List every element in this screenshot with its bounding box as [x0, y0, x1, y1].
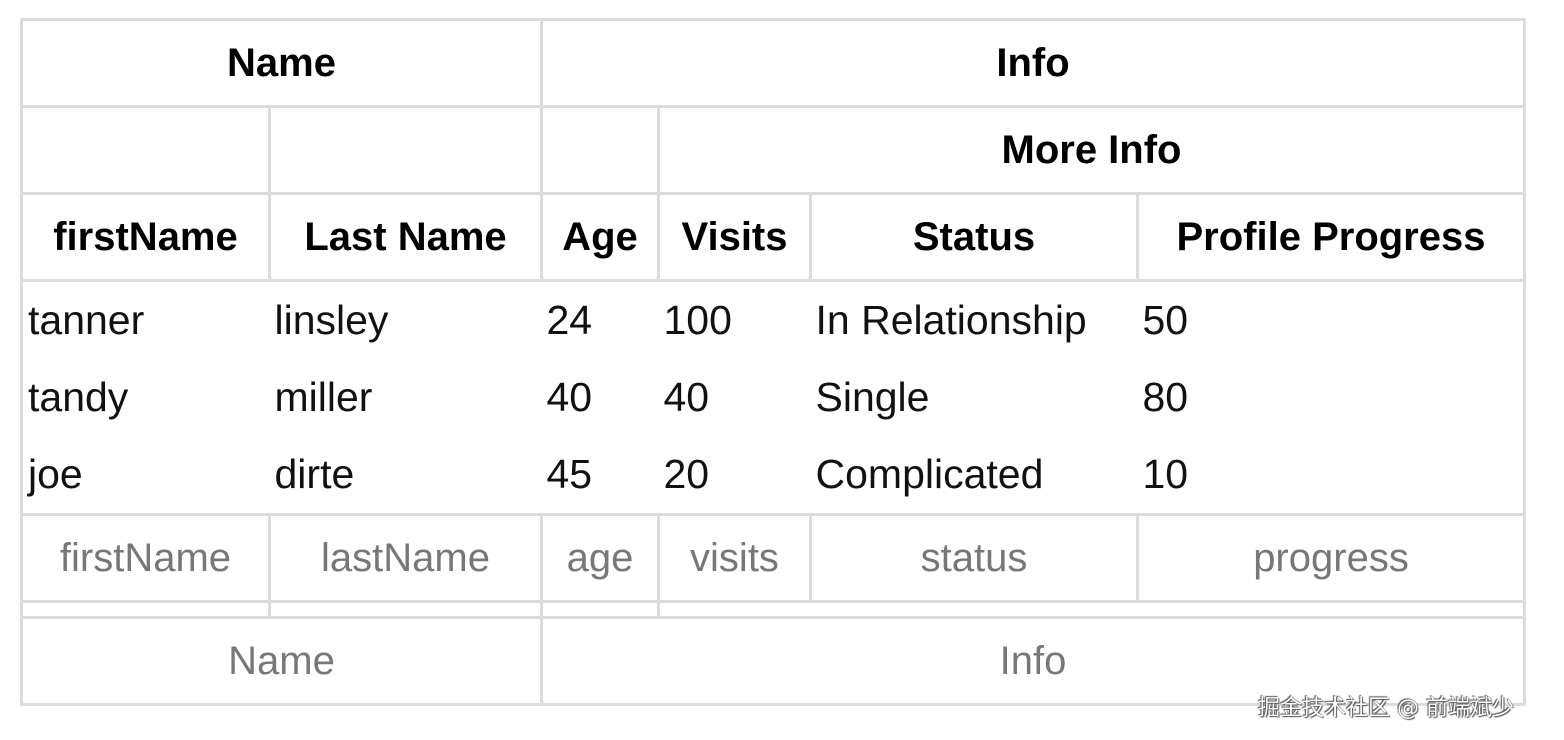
header-placeholder: [20, 105, 271, 195]
cell-age: 40: [546, 374, 593, 420]
cell-progress: 10: [1137, 436, 1526, 515]
table-row: tanner linsley 24 100 In Relationship 50: [20, 279, 1526, 359]
header-column-row: firstName Last Name Age Visits Status Pr…: [20, 192, 1526, 282]
header-placeholder: [268, 105, 543, 195]
footer-progress: progress: [1136, 513, 1526, 603]
footer-placeholder: [20, 600, 271, 619]
cell-age: 24: [541, 279, 659, 359]
cell-visits: 20: [663, 451, 710, 497]
cell-progress: 80: [1137, 359, 1526, 436]
cell-status: Complicated: [815, 451, 1044, 497]
column-header-firstname[interactable]: firstName: [20, 192, 271, 282]
header-more-info-group: More Info: [657, 105, 1526, 195]
cell-firstname: tandy: [20, 359, 270, 436]
column-header-lastname[interactable]: Last Name: [268, 192, 543, 282]
footer-subgroup-row: [20, 600, 1526, 619]
header-subgroup-row: More Info: [20, 105, 1526, 195]
cell-progress: 50: [1137, 279, 1526, 359]
footer-firstname: firstName: [20, 513, 271, 603]
footer-column-row: firstName lastName age visits status pro…: [20, 513, 1526, 603]
cell-age: 45: [546, 451, 593, 497]
footer-age: age: [540, 513, 660, 603]
cell-firstname: tanner: [20, 279, 270, 359]
footer-group-row: Name Info: [20, 616, 1526, 706]
footer-visits: visits: [657, 513, 812, 603]
table-row: joe dirte 45 20 Complicated 10: [20, 436, 1526, 515]
data-table: Name Info More Info firstName Last Name …: [20, 18, 1526, 706]
column-header-progress[interactable]: Profile Progress: [1136, 192, 1526, 282]
header-group-row: Name Info: [20, 18, 1526, 108]
cell-lastname: linsley: [269, 279, 542, 359]
column-header-visits[interactable]: Visits: [657, 192, 812, 282]
column-header-age[interactable]: Age: [540, 192, 660, 282]
cell-visits: 40: [663, 374, 710, 420]
footer-status: status: [809, 513, 1139, 603]
column-header-status[interactable]: Status: [809, 192, 1139, 282]
footer-more-info-group: [657, 600, 1526, 619]
cell-firstname: joe: [20, 436, 270, 515]
cell-lastname: dirte: [274, 451, 355, 497]
cell-status: In Relationship: [810, 279, 1138, 359]
footer-placeholder: [540, 600, 660, 619]
header-name-group: Name: [20, 18, 543, 108]
watermark: 掘金技术社区 @ 前端斌少: [1258, 696, 1514, 721]
cell-lastname: miller: [274, 374, 373, 420]
footer-placeholder: [268, 600, 543, 619]
cell-visits: 100: [658, 279, 811, 359]
footer-lastname: lastName: [268, 513, 543, 603]
footer-name-group: Name: [20, 616, 543, 706]
footer-info-group: Info: [540, 616, 1526, 706]
cell-status: Single: [815, 374, 930, 420]
table-row: tandy miller 40 40 Single 80: [20, 359, 1526, 436]
header-info-group: Info: [540, 18, 1526, 108]
header-placeholder: [540, 105, 660, 195]
